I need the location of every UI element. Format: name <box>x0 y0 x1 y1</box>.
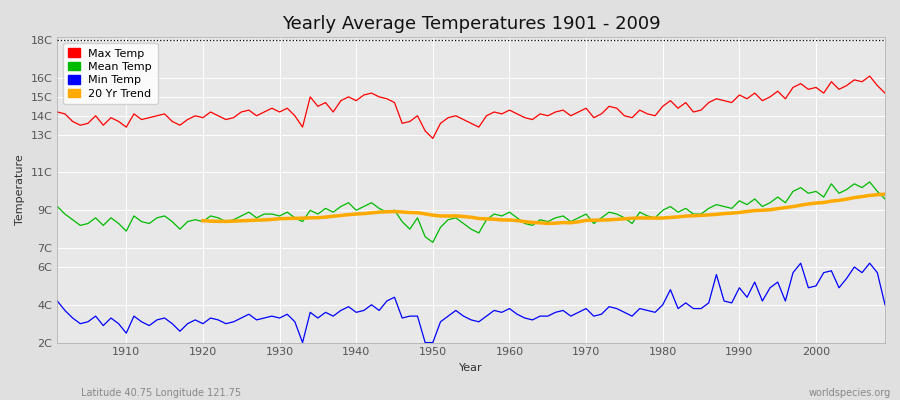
Min Temp <box>512 312 523 317</box>
Text: Latitude 40.75 Longitude 121.75: Latitude 40.75 Longitude 121.75 <box>81 388 241 398</box>
Mean Temp <box>52 204 63 209</box>
Line: Max Temp: Max Temp <box>58 76 885 138</box>
Text: worldspecies.org: worldspecies.org <box>809 388 891 398</box>
Max Temp <box>52 110 63 114</box>
Min Temp <box>113 321 124 326</box>
Min Temp <box>52 299 63 304</box>
20 Yr Trend <box>543 221 553 226</box>
Max Temp <box>504 108 515 112</box>
Min Temp <box>336 308 346 313</box>
Min Temp <box>282 312 292 317</box>
Title: Yearly Average Temperatures 1901 - 2009: Yearly Average Temperatures 1901 - 2009 <box>282 15 661 33</box>
20 Yr Trend <box>404 210 415 215</box>
Max Temp <box>864 74 875 78</box>
Line: Mean Temp: Mean Temp <box>58 182 885 242</box>
Legend: Max Temp, Mean Temp, Min Temp, 20 Yr Trend: Max Temp, Mean Temp, Min Temp, 20 Yr Tre… <box>63 43 158 104</box>
Max Temp <box>328 110 338 114</box>
20 Yr Trend <box>197 218 208 223</box>
Line: 20 Yr Trend: 20 Yr Trend <box>202 194 885 224</box>
Min Temp <box>504 306 515 311</box>
Mean Temp <box>504 210 515 214</box>
Min Temp <box>796 261 806 266</box>
20 Yr Trend <box>680 214 691 218</box>
20 Yr Trend <box>879 192 890 197</box>
Line: Min Temp: Min Temp <box>58 263 885 342</box>
20 Yr Trend <box>857 194 868 199</box>
X-axis label: Year: Year <box>459 363 483 373</box>
Mean Temp <box>512 216 523 220</box>
Min Temp <box>604 304 615 309</box>
Mean Temp <box>328 210 338 214</box>
Max Temp <box>512 112 523 116</box>
Mean Temp <box>282 210 292 214</box>
Max Temp <box>879 91 890 96</box>
Max Temp <box>428 136 438 141</box>
Max Temp <box>282 106 292 111</box>
Mean Temp <box>113 221 124 226</box>
Min Temp <box>879 302 890 307</box>
Mean Temp <box>864 180 875 184</box>
Mean Temp <box>879 196 890 201</box>
Mean Temp <box>604 210 615 214</box>
20 Yr Trend <box>788 204 798 209</box>
Y-axis label: Temperature: Temperature <box>15 154 25 225</box>
Max Temp <box>604 104 615 109</box>
Max Temp <box>113 119 124 124</box>
20 Yr Trend <box>772 206 783 211</box>
Min Temp <box>297 340 308 345</box>
20 Yr Trend <box>290 216 301 221</box>
Mean Temp <box>428 240 438 245</box>
